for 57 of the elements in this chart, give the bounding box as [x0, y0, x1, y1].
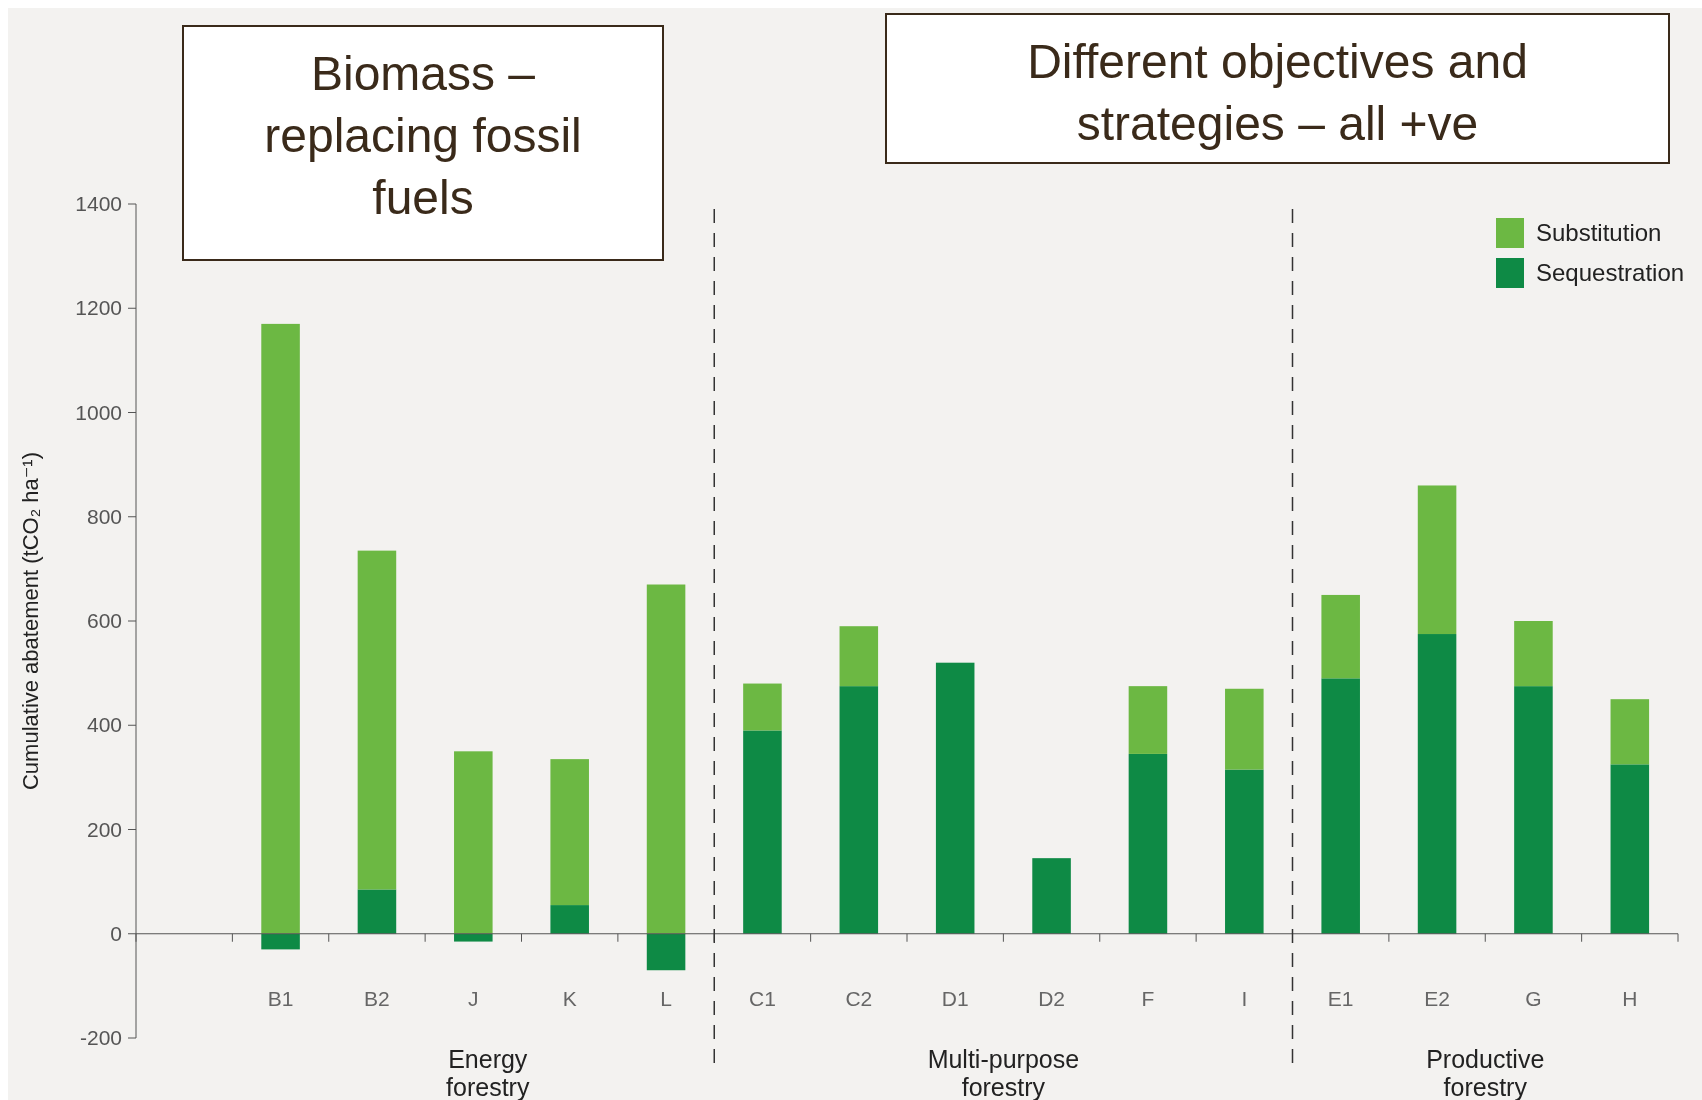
y-tick-label: 600	[86, 609, 122, 632]
bar	[550, 759, 589, 906]
x-tick-label: B2	[364, 986, 390, 1010]
bar	[743, 730, 782, 934]
bar	[646, 933, 686, 971]
bar	[1514, 621, 1553, 687]
bar	[1610, 764, 1650, 934]
bar	[1417, 485, 1457, 635]
bar	[261, 323, 300, 934]
bar	[1321, 594, 1360, 679]
bar	[1128, 686, 1168, 754]
bar	[454, 751, 493, 934]
annotation: Biomass – replacing fossil fuels	[264, 47, 582, 224]
x-tick-label: L	[660, 986, 672, 1010]
bar	[743, 683, 782, 731]
x-tick-label: H	[1622, 986, 1638, 1010]
bar	[357, 550, 397, 890]
x-tick-label: C2	[845, 986, 873, 1010]
x-tick-label: D1	[941, 986, 969, 1010]
y-tick-label: 400	[86, 713, 122, 737]
y-tick-label: 1400	[75, 192, 122, 215]
bar	[1128, 753, 1168, 934]
bar	[935, 662, 975, 934]
y-tick-label: 200	[86, 817, 122, 841]
legend-label: Sequestration	[1536, 259, 1685, 286]
y-tick-label: 1000	[75, 400, 122, 424]
x-tick-label: J	[468, 986, 479, 1010]
bar	[1225, 688, 1264, 770]
bar	[550, 905, 589, 934]
x-tick-label: C1	[749, 986, 776, 1010]
bar	[646, 584, 686, 934]
bar	[1514, 686, 1553, 934]
y-axis-title: Cumulative abatement (tCO₂ ha⁻¹)	[18, 451, 43, 791]
x-tick-label: E1	[1327, 986, 1354, 1010]
text: Different objectives and strategies – all +ve	[1027, 35, 1528, 150]
y-tick-label: 1200	[75, 296, 122, 320]
bar	[1321, 678, 1360, 934]
x-tick-label: E2	[1424, 986, 1450, 1010]
x-tick-label: D2	[1038, 986, 1065, 1010]
legend-label: Substitution	[1536, 219, 1662, 246]
bar	[1610, 699, 1650, 765]
y-tick-label: -200	[79, 1026, 122, 1049]
x-tick-label: K	[562, 986, 577, 1010]
bar	[1417, 634, 1457, 934]
bar	[1225, 769, 1264, 934]
x-tick-label: B1	[267, 986, 294, 1010]
y-tick-label: 800	[86, 504, 122, 528]
bar	[454, 933, 493, 942]
bar	[839, 626, 879, 687]
bar	[357, 889, 397, 934]
bar	[839, 686, 879, 934]
y-tick-label: 0	[110, 921, 122, 945]
bar	[261, 933, 300, 950]
x-tick-label: F	[1141, 986, 1155, 1010]
bar	[1032, 858, 1071, 934]
x-tick-label: G	[1525, 986, 1542, 1010]
x-tick-label: I	[1241, 986, 1248, 1010]
